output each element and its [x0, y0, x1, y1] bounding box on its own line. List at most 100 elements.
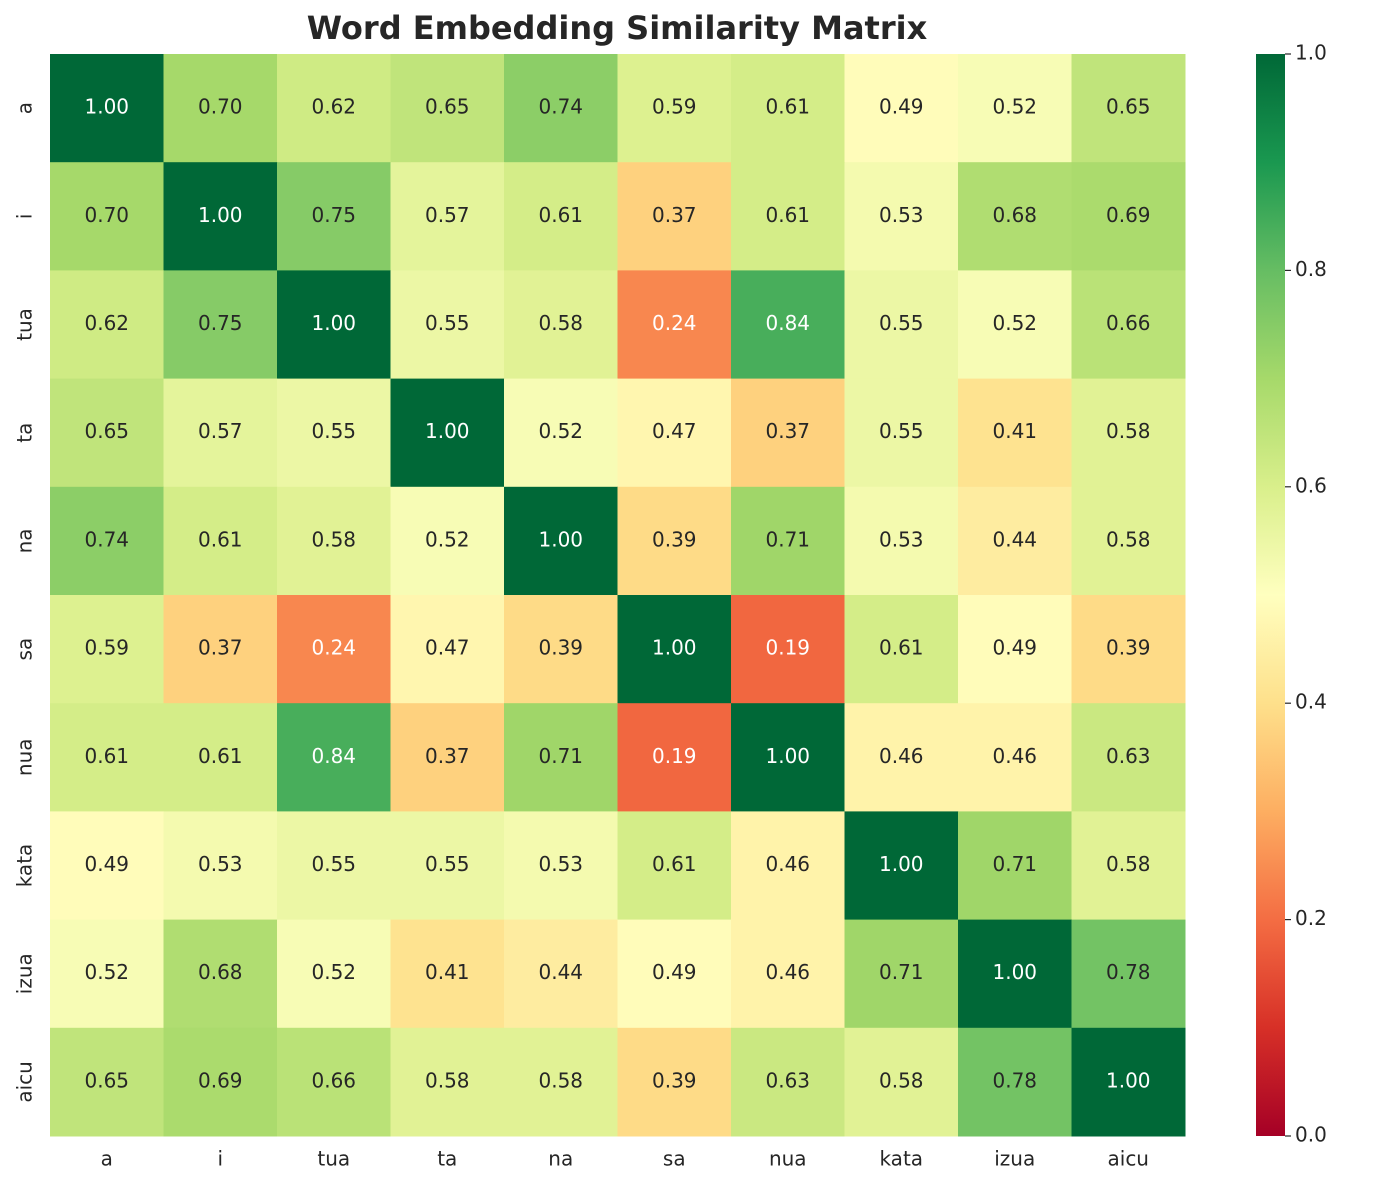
cell-label: 0.37 [652, 203, 697, 227]
x-tick-label: kata [879, 1147, 923, 1171]
colorbar-tick-label: 0.8 [1295, 257, 1327, 281]
heatmap-cell [1071, 486, 1186, 596]
colorbar-tick-label: 0.4 [1295, 690, 1327, 714]
cell-label: 1.00 [652, 636, 697, 660]
cell-label: 0.61 [198, 744, 243, 768]
cell-label: 0.78 [992, 1068, 1037, 1092]
cell-label: 0.46 [765, 960, 810, 984]
cell-label: 0.65 [84, 1068, 129, 1092]
heatmap-cell [163, 919, 278, 1029]
heatmap-cell [277, 54, 391, 163]
heatmap-cell [958, 486, 1072, 596]
cell-label: 0.61 [652, 852, 697, 876]
heatmap-cell [277, 378, 391, 488]
heatmap-cell [731, 162, 845, 271]
x-tick-label: izua [994, 1147, 1035, 1171]
heatmap-cell [50, 919, 164, 1029]
cell-label: 0.37 [425, 744, 470, 768]
cell-label: 0.55 [879, 311, 924, 335]
y-tick-label: kata [13, 844, 37, 888]
cell-label: 0.19 [652, 744, 697, 768]
heatmap-cell [731, 811, 845, 921]
x-tick-label: a [101, 1147, 113, 1171]
cell-label: 1.00 [765, 744, 810, 768]
cell-label: 0.84 [311, 744, 356, 768]
heatmap-cell [731, 54, 845, 163]
y-tick-label: sa [13, 638, 37, 661]
x-tick-label: aicu [1108, 1147, 1149, 1171]
heatmap-cell [617, 378, 732, 488]
heatmap-cell [617, 162, 732, 271]
cell-label: 0.58 [1106, 527, 1151, 551]
cell-label: 0.39 [652, 527, 697, 551]
cell-label: 0.52 [538, 419, 583, 443]
cell-label: 0.69 [1106, 203, 1151, 227]
cell-label: 0.61 [879, 636, 924, 660]
heatmap-cell [958, 1027, 1072, 1137]
cell-label: 0.19 [765, 636, 810, 660]
heatmap-cell [50, 595, 164, 704]
cell-label: 0.69 [198, 1068, 243, 1092]
cell-label: 0.49 [992, 636, 1037, 660]
cell-label: 0.53 [538, 852, 583, 876]
cell-label: 0.47 [652, 419, 697, 443]
heatmap-cell [277, 162, 391, 271]
heatmap-cell [731, 486, 845, 596]
heatmap-cell [1071, 54, 1186, 163]
heatmap-cell [390, 378, 505, 488]
y-tick-label: izua [13, 953, 37, 994]
heatmap-cell [504, 595, 618, 704]
cell-label: 0.59 [652, 95, 697, 119]
y-tick-label: a [13, 102, 37, 114]
heatmap-cell [390, 162, 505, 271]
cell-label: 1.00 [84, 95, 129, 119]
cell-label: 0.61 [765, 203, 810, 227]
cell-label: 0.62 [311, 95, 356, 119]
cell-label: 1.00 [198, 203, 243, 227]
cell-label: 0.61 [198, 527, 243, 551]
y-tick-label: nua [13, 738, 37, 776]
cell-label: 0.39 [1106, 636, 1151, 660]
heatmap-cell [958, 162, 1072, 271]
heatmap-cell [504, 811, 618, 921]
heatmap-cell [50, 378, 164, 488]
cell-label: 0.58 [425, 1068, 470, 1092]
cell-label: 0.66 [1106, 311, 1151, 335]
heatmap-cell [504, 1027, 618, 1137]
heatmap-cell [844, 270, 959, 380]
heatmap-cell [1071, 595, 1186, 704]
cell-label: 1.00 [992, 960, 1037, 984]
heatmap-cell [390, 811, 505, 921]
heatmap-cell [277, 595, 391, 704]
heatmap-cell [390, 486, 505, 596]
colorbar-tick-label: 0.0 [1295, 1123, 1327, 1147]
cell-label: 0.47 [425, 636, 470, 660]
heatmap-cell [1071, 378, 1186, 488]
cell-label: 0.65 [84, 419, 129, 443]
heatmap-cell [50, 703, 164, 812]
cell-label: 1.00 [1106, 1068, 1151, 1092]
heatmap-cell [390, 1027, 505, 1137]
heatmap-cell [844, 162, 959, 271]
cell-label: 0.55 [879, 419, 924, 443]
heatmap-cell [844, 486, 959, 596]
heatmap-cell [504, 54, 618, 163]
cell-label: 0.66 [311, 1068, 356, 1092]
y-tick-label: i [13, 214, 37, 220]
colorbar-tick-label: 0.2 [1295, 906, 1327, 930]
heatmap-cell [617, 811, 732, 921]
cell-label: 0.57 [198, 419, 243, 443]
cell-label: 0.52 [84, 960, 129, 984]
cell-label: 0.49 [652, 960, 697, 984]
heatmap-cell [50, 486, 164, 596]
heatmap-cell [163, 378, 278, 488]
heatmap-cell [958, 811, 1072, 921]
cell-label: 0.71 [879, 960, 924, 984]
heatmap-cell [958, 378, 1072, 488]
heatmap-cell [844, 595, 959, 704]
cell-label: 0.37 [765, 419, 810, 443]
cell-label: 0.74 [538, 95, 583, 119]
heatmap-cell [844, 378, 959, 488]
cell-label: 0.63 [1106, 744, 1151, 768]
cell-label: 0.61 [765, 95, 810, 119]
